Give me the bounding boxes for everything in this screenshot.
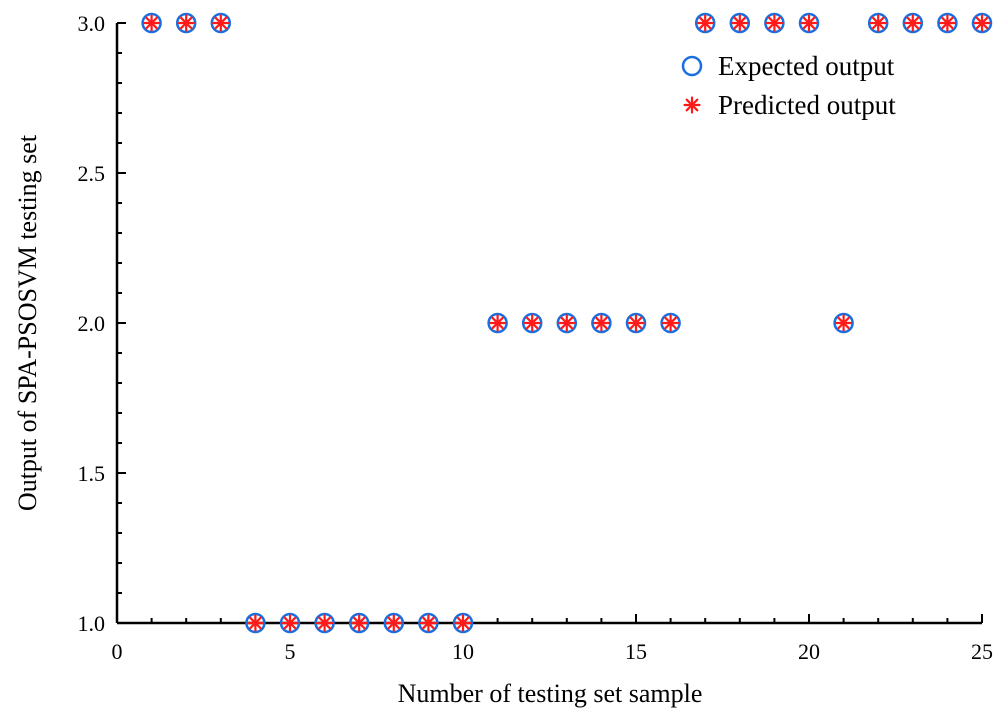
expected-output-point — [556, 312, 578, 334]
expected-output-point — [660, 312, 681, 334]
expected-output-point — [279, 612, 301, 634]
predicted-output-point — [489, 314, 507, 332]
legend-marker-expected-output — [681, 55, 703, 77]
expected-output-point — [902, 12, 924, 34]
y-tick-label: 3.0 — [78, 11, 106, 36]
x-tick-label: 25 — [971, 639, 993, 664]
expected-output-point — [383, 612, 405, 634]
expected-output-point — [348, 612, 370, 634]
predicted-output-point — [212, 14, 230, 32]
predicted-output-point — [661, 314, 680, 332]
expected-output-point — [418, 612, 439, 634]
predicted-output-point — [592, 314, 611, 332]
predicted-output-point — [281, 614, 299, 632]
expected-output-point — [452, 612, 474, 634]
x-tick-label: 5 — [285, 639, 296, 664]
expected-output-point — [210, 12, 232, 34]
expected-output-point — [625, 312, 647, 334]
expected-output-point — [798, 12, 820, 34]
predicted-output-point — [973, 14, 991, 32]
x-tick-label: 15 — [625, 639, 647, 664]
expected-output-point — [245, 612, 266, 634]
predicted-output-point — [246, 614, 264, 632]
expected-output-point — [521, 312, 543, 334]
y-tick-label: 2.0 — [78, 311, 106, 336]
expected-output-point — [971, 12, 993, 34]
expected-output-point — [937, 12, 958, 34]
expected-output-point — [729, 12, 751, 34]
predicted-output-point — [558, 314, 576, 332]
predicted-output-point — [800, 14, 818, 32]
expected-output-point — [591, 312, 612, 334]
legend-label-predicted-output: Predicted output — [718, 90, 896, 120]
predicted-output-point — [177, 14, 195, 32]
predicted-output-point — [938, 14, 957, 32]
expected-output-point — [175, 12, 197, 34]
predicted-output-point — [350, 614, 368, 632]
expected-output-point — [833, 312, 854, 334]
predicted-output-point — [454, 614, 472, 632]
legend-label-expected-output: Expected output — [718, 51, 895, 81]
expected-output-point — [314, 612, 335, 634]
expected-output-point — [764, 12, 785, 34]
predicted-output-point — [834, 314, 853, 332]
y-tick-label: 1.0 — [78, 611, 106, 636]
y-tick-label: 1.5 — [78, 461, 106, 486]
x-tick-label: 0 — [112, 639, 123, 664]
predicted-output-point — [316, 614, 334, 632]
predicted-output-point — [627, 314, 645, 332]
expected-output-point — [487, 312, 508, 334]
x-tick-label: 10 — [452, 639, 474, 664]
x-tick-label: 20 — [798, 639, 820, 664]
legend-marker-predicted-output — [683, 96, 701, 114]
predicted-output-point — [731, 14, 749, 32]
expected-output-point — [141, 12, 162, 34]
predicted-output-point — [696, 14, 714, 32]
predicted-output-point — [385, 614, 403, 632]
predicted-output-point — [523, 314, 541, 332]
y-axis-title: Output of SPA-PSOSVM testing set — [13, 134, 42, 511]
predicted-output-point — [869, 14, 887, 32]
predicted-output-point — [419, 614, 437, 632]
data-points — [141, 12, 993, 634]
expected-output-point — [694, 12, 716, 34]
tick-labels: 0 5 10 15 20 25 1.0 1.5 2.0 2.5 3.0 — [78, 11, 994, 664]
legend: Expected output Predicted output — [681, 51, 896, 120]
expected-output-point — [867, 12, 889, 34]
x-axis-title: Number of testing set sample — [398, 679, 703, 708]
predicted-output-point — [904, 14, 922, 32]
y-tick-label: 2.5 — [78, 161, 106, 186]
predicted-output-point — [143, 14, 161, 32]
predicted-output-point — [765, 14, 784, 32]
